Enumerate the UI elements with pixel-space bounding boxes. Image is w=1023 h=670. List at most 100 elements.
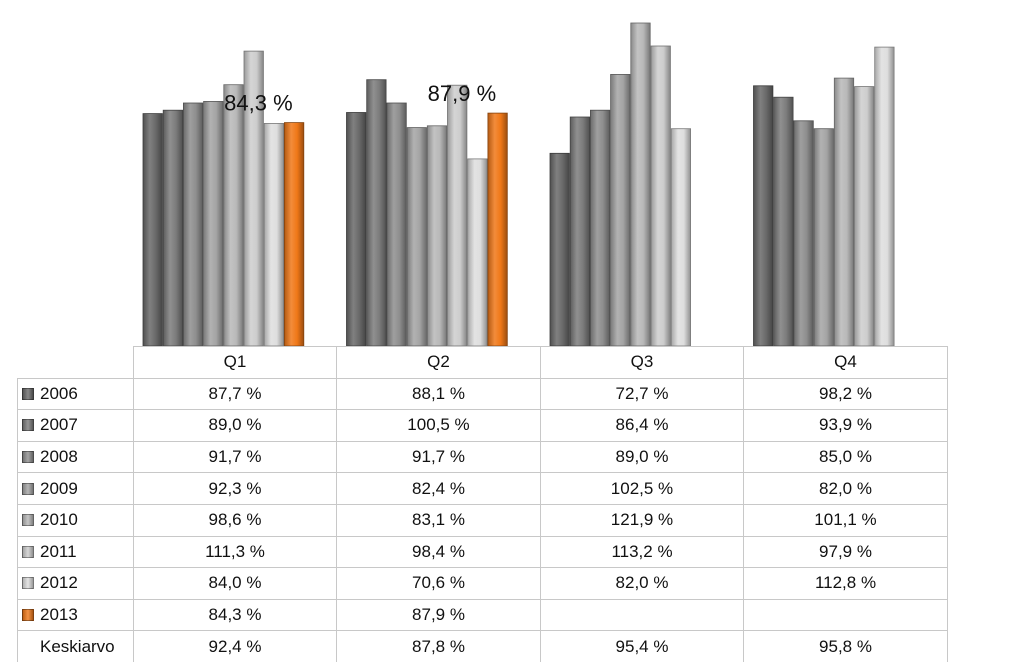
table-cell-average-q1: 92,4 %: [133, 630, 337, 662]
table-cell-2013-q4: [743, 598, 948, 632]
legend-key-2010: [22, 514, 34, 527]
legend-label: 2007: [40, 415, 78, 435]
legend-key-2009: [22, 482, 34, 495]
bar-2007-q2: [366, 79, 387, 346]
table-cell-2009-q1: 92,3 %: [133, 472, 337, 505]
legend-label: 2006: [40, 383, 78, 403]
table-cell-2013-q3: [540, 598, 744, 632]
bar-chart: 84,3 % 87,9 %: [142, 22, 895, 346]
legend-key-2011: [22, 545, 34, 558]
legend-label: 2013: [40, 605, 78, 625]
column-header-q4: Q4: [743, 346, 948, 379]
bar-2012-q3: [670, 128, 692, 346]
bar-2012-q2: [467, 158, 488, 346]
row-header-average: Keskiarvo: [17, 630, 134, 662]
row-header-2009: 2009: [17, 472, 134, 505]
table-cell-2012-q2: 70,6 %: [336, 567, 541, 600]
legend-label: 2011: [40, 541, 77, 561]
table-row: 2007 89,0 % 100,5 % 86,4 % 93,9 %: [17, 409, 948, 442]
legend-key-2006: [22, 387, 34, 400]
table-cell-2007-q1: 89,0 %: [133, 409, 337, 442]
bar-2009-q3: [610, 74, 631, 346]
legend-label: 2010: [40, 510, 78, 530]
bar-2006-q1: [142, 113, 163, 346]
legend-label: Keskiarvo: [40, 636, 115, 656]
table-header-row: Q1 Q2 Q3 Q4: [17, 346, 948, 379]
bar-2010-q1: [223, 84, 244, 346]
row-header-2006: 2006: [17, 377, 134, 411]
table-cell-2012-q3: 82,0 %: [540, 567, 744, 600]
table-cell-2006-q3: 72,7 %: [540, 377, 744, 411]
bar-2011-q2: [447, 84, 468, 346]
column-header-q1: Q1: [133, 346, 337, 379]
table-cell-2011-q2: 98,4 %: [336, 535, 541, 569]
bar-2008-q1: [182, 102, 204, 346]
column-header-q3: Q3: [540, 346, 744, 379]
row-header-2011: 2011: [17, 535, 134, 569]
bar-2009-q4: [813, 128, 834, 346]
table-cell-2011-q4: 97,9 %: [743, 535, 948, 569]
table-cell-average-q2: 87,8 %: [336, 630, 541, 662]
bar-2011-q3: [650, 45, 671, 346]
table-cell-average-q3: 95,4 %: [540, 630, 744, 662]
bar-2013-q1: [283, 122, 305, 346]
row-header-2010: 2010: [17, 503, 134, 537]
bar-2007-q4: [773, 96, 794, 346]
table-cell-2006-q2: 88,1 %: [336, 377, 541, 411]
table-cell-2013-q1: 84,3 %: [133, 598, 337, 632]
table-cell-2010-q1: 98,6 %: [133, 503, 337, 537]
table-cell-2010-q3: 121,9 %: [540, 503, 744, 537]
row-header-2012: 2012: [17, 567, 134, 600]
table-cell-2007-q4: 93,9 %: [743, 409, 948, 442]
bar-2008-q4: [793, 120, 814, 346]
table-row: 2009 92,3 % 82,4 % 102,5 % 82,0 %: [17, 472, 948, 505]
legend-label: 2008: [40, 447, 78, 467]
bars-layer: [142, 22, 895, 346]
table-corner: [17, 346, 134, 379]
table-cell-2010-q2: 83,1 %: [336, 503, 541, 537]
bar-2010-q4: [833, 77, 855, 346]
table-cell-2013-q2: 87,9 %: [336, 598, 541, 632]
table-row: 2006 87,7 % 88,1 % 72,7 % 98,2 %: [17, 377, 948, 411]
table-cell-2009-q4: 82,0 %: [743, 472, 948, 505]
table-cell-2006-q4: 98,2 %: [743, 377, 948, 411]
legend-key-2012: [22, 577, 34, 590]
table-cell-2009-q3: 102,5 %: [540, 472, 744, 505]
data-label-2013-q2: 87,9 %: [428, 81, 497, 106]
data-label-2013-q1: 84,3 %: [224, 91, 293, 116]
bar-2009-q1: [203, 101, 224, 346]
table-row-average: Keskiarvo 92,4 % 87,8 % 95,4 % 95,8 %: [17, 630, 948, 662]
bar-2006-q2: [346, 112, 367, 346]
row-header-2007: 2007: [17, 409, 134, 442]
table-cell-2011-q3: 113,2 %: [540, 535, 744, 569]
bar-2007-q3: [569, 116, 591, 346]
bar-2010-q2: [426, 125, 448, 346]
table-row: 2011 111,3 % 98,4 % 113,2 % 97,9 %: [17, 535, 948, 569]
table-cell-2008-q4: 85,0 %: [743, 440, 948, 474]
bar-2011-q4: [854, 86, 875, 346]
table-cell-2012-q4: 112,8 %: [743, 567, 948, 600]
legend-key-2007: [22, 419, 34, 432]
table-row: 2010 98,6 % 83,1 % 121,9 % 101,1 %: [17, 503, 948, 537]
table-cell-2009-q2: 82,4 %: [336, 472, 541, 505]
bar-2010-q3: [630, 22, 651, 346]
table-cell-2008-q3: 89,0 %: [540, 440, 744, 474]
table-cell-2012-q1: 84,0 %: [133, 567, 337, 600]
table-cell-2008-q1: 91,7 %: [133, 440, 337, 474]
bar-2008-q2: [386, 102, 407, 346]
bar-2009-q2: [406, 127, 427, 346]
table-cell-2006-q1: 87,7 %: [133, 377, 337, 411]
table-cell-2008-q2: 91,7 %: [336, 440, 541, 474]
legend-label: 2009: [40, 478, 78, 498]
table-row: 2008 91,7 % 91,7 % 89,0 % 85,0 %: [17, 440, 948, 474]
table-cell-2010-q4: 101,1 %: [743, 503, 948, 537]
row-header-2008: 2008: [17, 440, 134, 474]
table-row: 2013 84,3 % 87,9 %: [17, 598, 948, 632]
bar-2008-q3: [590, 109, 611, 346]
legend-key-2013: [22, 609, 34, 622]
table-cell-2007-q2: 100,5 %: [336, 409, 541, 442]
table-cell-2007-q3: 86,4 %: [540, 409, 744, 442]
legend-key-2008: [22, 451, 34, 464]
table-cell-2011-q1: 111,3 %: [133, 535, 337, 569]
bar-2012-q4: [874, 46, 895, 346]
